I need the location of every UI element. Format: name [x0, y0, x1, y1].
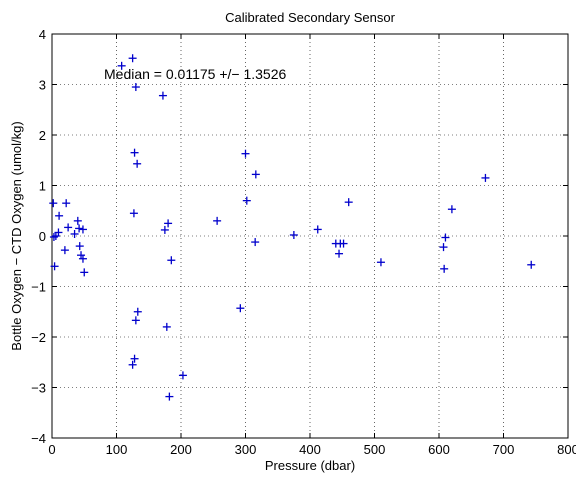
data-point	[77, 251, 86, 260]
data-point	[133, 159, 142, 168]
x-tick-label: 0	[48, 442, 55, 457]
x-tick-label: 600	[428, 442, 450, 457]
data-point	[241, 149, 250, 158]
data-point	[481, 173, 490, 182]
data-point	[49, 199, 58, 208]
y-tick-label: 4	[39, 27, 46, 42]
data-point	[167, 256, 176, 265]
data-point	[131, 316, 140, 325]
data-point	[289, 230, 298, 239]
data-point	[164, 219, 173, 228]
data-point	[64, 223, 73, 232]
data-point	[178, 371, 187, 380]
data-point	[70, 229, 79, 238]
y-tick-label: 3	[39, 78, 46, 93]
data-point	[158, 91, 167, 100]
data-point	[162, 322, 171, 331]
data-point	[213, 216, 222, 225]
data-point	[117, 61, 126, 70]
data-point	[49, 233, 58, 242]
data-point	[128, 54, 137, 63]
data-point	[78, 254, 87, 263]
data-point	[439, 243, 448, 252]
x-tick-label: 800	[557, 442, 576, 457]
data-point	[344, 198, 353, 207]
y-tick-label: 0	[39, 229, 46, 244]
data-point	[313, 225, 322, 234]
x-tick-label: 300	[235, 442, 257, 457]
data-point	[251, 238, 260, 247]
chart-title: Calibrated Secondary Sensor	[225, 10, 395, 25]
data-point	[440, 264, 449, 273]
data-point	[50, 262, 59, 271]
data-point	[128, 360, 137, 369]
data-point	[75, 242, 84, 251]
data-point	[236, 304, 245, 313]
grid-lines	[52, 34, 568, 438]
data-point	[130, 148, 139, 157]
x-tick-label: 100	[106, 442, 128, 457]
y-tick-label: −3	[31, 381, 46, 396]
y-tick-label: 1	[39, 179, 46, 194]
y-tick-label: −4	[31, 431, 46, 446]
data-point	[80, 268, 89, 277]
data-point	[60, 246, 69, 255]
x-tick-label: 500	[364, 442, 386, 457]
x-tick-label: 200	[170, 442, 192, 457]
axis-ticks	[51, 33, 569, 439]
data-point	[130, 354, 139, 363]
y-tick-label: −1	[31, 280, 46, 295]
axis-tick-labels: 0 100 200 300 400 500 600 700 800 −4 −3 −2 −1 0 1 2 3 4	[31, 27, 576, 457]
x-tick-label: 700	[493, 442, 515, 457]
data-point	[376, 258, 385, 267]
median-annotation: Median = 0.01175 +/− 1.3526	[104, 66, 286, 82]
y-tick-label: 2	[39, 128, 46, 143]
data-point	[441, 233, 450, 242]
data-point	[54, 228, 63, 237]
data-point	[447, 205, 456, 214]
data-point	[335, 249, 344, 258]
data-point	[73, 216, 82, 225]
data-point	[251, 170, 260, 179]
data-point	[242, 196, 251, 205]
x-axis-label: Pressure (dbar)	[265, 458, 355, 473]
data-point	[55, 211, 64, 220]
y-axis-label: Bottle Oxygen − CTD Oxygen (umol/kg)	[9, 121, 24, 350]
data-point	[62, 199, 71, 208]
y-tick-label: −2	[31, 330, 46, 345]
data-point	[527, 260, 536, 269]
data-point	[78, 225, 87, 234]
data-point	[129, 209, 138, 218]
data-point	[165, 392, 174, 401]
data-point	[131, 83, 140, 92]
data-point	[160, 225, 169, 234]
data-points	[49, 54, 536, 401]
data-point	[133, 307, 142, 316]
data-point	[75, 224, 84, 233]
x-tick-label: 400	[299, 442, 321, 457]
data-point	[339, 239, 348, 248]
